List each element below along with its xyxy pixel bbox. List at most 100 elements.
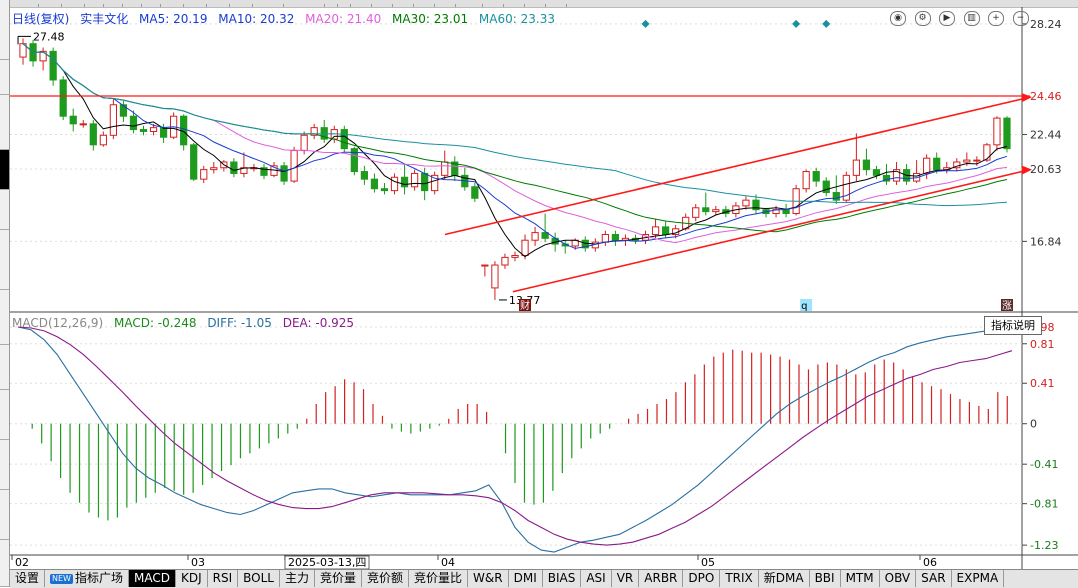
play-icon[interactable]: ▶ <box>939 11 955 26</box>
period-button[interactable] <box>207 4 230 7</box>
tab-sar[interactable]: SAR <box>916 570 952 587</box>
side-tool-button[interactable] <box>0 490 9 540</box>
period-button[interactable] <box>338 4 351 7</box>
tab-label: MACD <box>133 571 170 585</box>
period-button[interactable] <box>456 4 483 7</box>
period-button[interactable] <box>435 4 456 7</box>
side-tool-button[interactable] <box>0 345 9 390</box>
tab-rsi[interactable]: RSI <box>208 570 239 587</box>
period-button[interactable] <box>372 4 393 7</box>
period-button[interactable] <box>351 4 372 7</box>
candle-body <box>89 123 97 146</box>
candle-body <box>872 169 881 176</box>
tab-label: BBI <box>814 571 835 585</box>
tab-kdj[interactable]: KDJ <box>176 570 208 587</box>
macd-axis-label: 0 <box>1030 418 1037 431</box>
tab-dpo[interactable]: DPO <box>683 570 721 587</box>
side-tool-button[interactable] <box>0 95 9 150</box>
candle-body <box>611 234 620 241</box>
period-button[interactable] <box>546 4 567 7</box>
settings-icon[interactable]: ⚙ <box>914 11 931 26</box>
period-button[interactable] <box>142 4 161 7</box>
tab-trix[interactable]: TRIX <box>720 570 759 587</box>
zoom-out-icon[interactable]: − <box>1012 11 1029 26</box>
candle-body <box>832 192 840 201</box>
tab-设置[interactable]: 设置 <box>10 570 46 587</box>
period-button[interactable] <box>104 4 123 7</box>
period-button[interactable] <box>414 4 435 7</box>
tab-label: 设置 <box>15 571 40 585</box>
ma5-line <box>22 43 1008 258</box>
candle-body <box>119 104 128 117</box>
period-button[interactable] <box>525 4 546 7</box>
period-button[interactable] <box>325 4 338 7</box>
tab-vr[interactable]: VR <box>612 570 640 587</box>
candle-body <box>842 174 850 201</box>
tab-boll[interactable]: BOLL <box>238 570 280 587</box>
period-button[interactable] <box>62 4 85 7</box>
tab-label: 竞价量比 <box>414 571 463 585</box>
trend-channel-upper <box>444 96 1031 236</box>
tab-竞价额[interactable]: 竞价额 <box>362 570 410 587</box>
candle-body <box>210 167 218 171</box>
tab-竞价量[interactable]: 竞价量 <box>315 570 362 587</box>
period-button[interactable] <box>504 4 525 7</box>
period-button[interactable] <box>10 4 39 7</box>
trend-channel-lower <box>512 168 1031 293</box>
tab-obv[interactable]: OBV <box>880 570 917 587</box>
macd-value: MACD: -0.248 <box>113 316 197 330</box>
side-tool-button[interactable] <box>0 230 9 290</box>
tab-指标广场[interactable]: NEW 指标广场 <box>45 570 129 587</box>
side-tool-button[interactable] <box>0 0 9 60</box>
price-axis-label: 20.63 <box>1030 163 1062 176</box>
indicator-help-button[interactable]: 指标说明 <box>984 316 1042 335</box>
period-label[interactable]: 日线(复权) <box>12 12 70 26</box>
finance-marker-bg <box>519 299 531 311</box>
period-button[interactable] <box>230 4 253 7</box>
tab-dmi[interactable]: DMI <box>509 570 543 587</box>
candle-body <box>581 239 589 249</box>
side-tool-button[interactable] <box>0 540 9 587</box>
candle-body <box>852 159 860 176</box>
tab-mtm[interactable]: MTM <box>841 570 880 587</box>
tab-新dma[interactable]: 新DMA <box>759 570 810 587</box>
tab-expma[interactable]: EXPMA <box>952 570 1005 587</box>
period-button[interactable] <box>39 4 62 7</box>
side-tool-button[interactable] <box>0 150 9 190</box>
side-tool-button[interactable] <box>0 440 9 490</box>
tab-label: TRIX <box>725 571 753 585</box>
side-tool-button[interactable] <box>0 60 9 95</box>
period-button[interactable] <box>284 4 325 7</box>
macd-axis-label: -0.81 <box>1030 498 1058 511</box>
period-button[interactable] <box>253 4 284 7</box>
period-button[interactable] <box>483 4 504 7</box>
period-button[interactable] <box>123 4 142 7</box>
side-tool-button[interactable] <box>0 390 9 440</box>
tab-macd[interactable]: MACD <box>128 570 176 587</box>
zoom-in-icon[interactable]: + <box>988 11 1004 26</box>
tab-主力[interactable]: 主力 <box>280 570 315 587</box>
bar-chart-icon[interactable]: ▥ <box>963 11 980 26</box>
tab-asi[interactable]: ASI <box>581 570 612 587</box>
period-button[interactable] <box>393 4 414 7</box>
tab-label: RSI <box>212 571 233 585</box>
side-tool-button[interactable] <box>0 290 9 345</box>
tab-bbi[interactable]: BBI <box>810 570 841 587</box>
price-axis-label: 22.44 <box>1030 129 1062 142</box>
tab-bias[interactable]: BIAS <box>543 570 582 587</box>
tab-label: 指标广场 <box>74 571 123 585</box>
candle-body <box>290 150 298 182</box>
eye-icon[interactable]: ◉ <box>890 11 906 26</box>
period-button[interactable] <box>184 4 207 7</box>
tab-竞价量比[interactable]: 竞价量比 <box>409 570 469 587</box>
period-button[interactable] <box>161 4 184 7</box>
tab-w-r[interactable]: W&R <box>468 570 509 587</box>
period-button[interactable] <box>85 4 104 7</box>
side-tool-button[interactable] <box>0 190 9 230</box>
candle-body <box>802 171 810 190</box>
tab-arbr[interactable]: ARBR <box>639 570 684 587</box>
candle-body <box>973 159 981 162</box>
ma60-line <box>22 43 1008 207</box>
tab-label: 新DMA <box>763 571 804 585</box>
arrow-icon <box>1022 93 1032 103</box>
